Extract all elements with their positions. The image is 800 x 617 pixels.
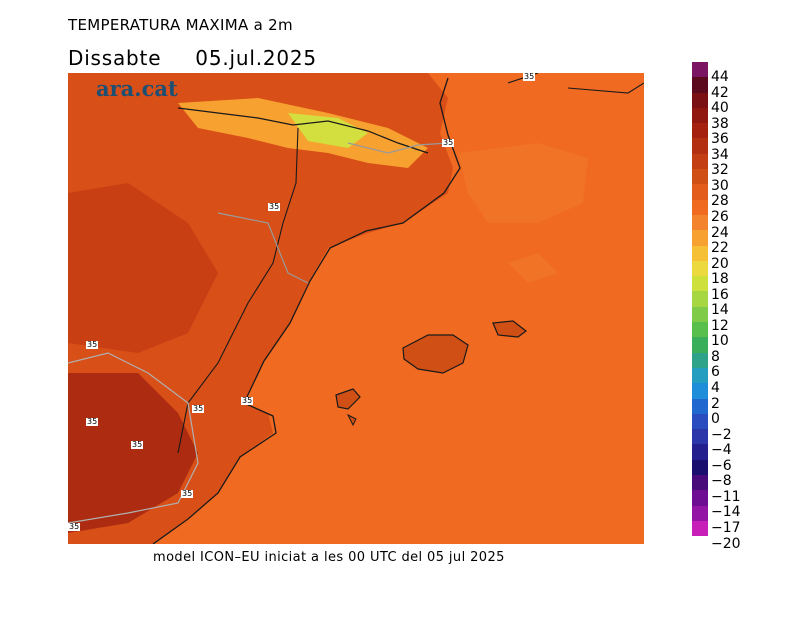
colorbar-label: 44	[711, 69, 729, 85]
colorbar-label: 4	[711, 380, 720, 396]
temperature-colorbar	[692, 62, 708, 537]
isotherm-line	[217, 212, 309, 284]
colorbar-label: 28	[711, 193, 729, 210]
colorbar-label: 20	[711, 255, 729, 272]
colorbar-swatch	[692, 184, 708, 200]
isotherm-label: 35	[241, 396, 254, 405]
isotherm-label: 35	[131, 440, 144, 449]
colorbar-swatch	[692, 429, 708, 445]
region-border	[177, 127, 299, 454]
forecast-date-value: 05.jul.2025	[195, 46, 317, 70]
sea-shade	[458, 143, 588, 223]
isotherm-label: 35	[442, 138, 455, 147]
forecast-date: Dissabte 05.jul.2025	[68, 46, 317, 70]
colorbar-swatch	[692, 352, 708, 368]
colorbar-label: −17	[711, 519, 741, 536]
colorbar-label: 12	[711, 317, 729, 334]
colorbar-swatch	[692, 459, 708, 476]
colorbar-swatch	[692, 291, 708, 307]
isotherm-label: 35	[268, 202, 281, 211]
island-formentera	[346, 413, 357, 427]
colorbar-label: −4	[711, 442, 732, 459]
colorbar-swatch	[692, 367, 708, 384]
island-menorca	[492, 320, 527, 338]
colorbar-swatch	[692, 398, 708, 414]
cool-peaks-pyrenees	[288, 113, 368, 148]
colorbar-swatch	[692, 505, 708, 521]
colorbar-label: 8	[711, 348, 720, 365]
isotherm-line	[68, 352, 199, 524]
colorbar-label: 2	[711, 395, 720, 412]
colorbar-label: 16	[711, 286, 729, 303]
colorbar-swatch	[692, 214, 708, 231]
colorbar-label: −14	[711, 504, 741, 521]
island-ibiza	[335, 388, 361, 410]
colorbar-swatch	[692, 413, 708, 430]
isotherm-label: 35	[86, 417, 99, 426]
isotherm-label: 35	[523, 73, 536, 81]
island-mallorca	[402, 334, 469, 374]
colorbar-label: −6	[711, 457, 732, 474]
isotherm-label: 35	[86, 340, 99, 349]
colorbar-swatch	[692, 383, 708, 399]
colorbar-swatch	[692, 138, 708, 154]
colorbar-label: 34	[711, 146, 729, 163]
colorbar-swatch	[692, 475, 708, 491]
colorbar-swatch	[692, 199, 708, 215]
colorbar-swatch	[692, 77, 708, 93]
forecast-day: Dissabte	[68, 46, 162, 70]
colorbar-label: 42	[711, 84, 729, 101]
colorbar-label: 24	[711, 224, 729, 241]
coastline	[152, 77, 461, 544]
colorbar-label: 30	[711, 177, 729, 194]
colorbar-swatch	[692, 276, 708, 292]
colorbar-swatch	[692, 520, 708, 537]
colorbar-label: −8	[711, 473, 732, 490]
colorbar-swatch	[692, 107, 708, 124]
colorbar-swatch	[692, 322, 708, 338]
colorbar-swatch	[692, 153, 708, 170]
colorbar-swatch	[692, 337, 708, 353]
colorbar-label: 36	[711, 131, 729, 148]
colorbar-label: 32	[711, 162, 729, 179]
isotherm-label: 35	[181, 489, 194, 498]
colorbar-label: −2	[711, 426, 732, 443]
colorbar-swatch	[692, 245, 708, 261]
map-canvas	[68, 73, 644, 544]
map-title: TEMPERATURA MAXIMA a 2m	[68, 16, 293, 34]
colorbar-swatch	[692, 490, 708, 506]
colorbar-swatch	[692, 444, 708, 460]
hot-zone-south	[68, 373, 198, 533]
isotherm-label: 35	[192, 404, 205, 413]
colorbar-swatch	[692, 230, 708, 246]
colorbar-swatch	[692, 92, 708, 108]
temperature-map: ara.cat 35 35 35 35 35 35 35 35 35 35	[68, 73, 644, 544]
colorbar-label: −11	[711, 488, 741, 505]
colorbar-label: −20	[711, 535, 741, 552]
sea-shade	[508, 253, 558, 283]
colorbar-label: 18	[711, 271, 729, 288]
colorbar-swatch	[692, 306, 708, 323]
hot-zone-interior	[68, 183, 218, 353]
colorbar-label: 26	[711, 208, 729, 225]
colorbar-swatch	[692, 169, 708, 185]
colorbar-label: 22	[711, 240, 729, 257]
colorbar-swatch	[692, 62, 708, 78]
colorbar-swatch	[692, 123, 708, 139]
ara-cat-logo: ara.cat	[96, 76, 178, 101]
border-france-spain	[177, 107, 429, 154]
model-info-footer: model ICON–EU iniciat a les 00 UTC del 0…	[153, 550, 505, 565]
isotherm-line	[347, 142, 449, 154]
isotherm-label: 35	[68, 522, 81, 531]
colorbar-label: 14	[711, 302, 729, 319]
colorbar-label: 0	[711, 411, 720, 428]
colorbar-label: 38	[711, 115, 729, 132]
colorbar-label: 40	[711, 100, 729, 117]
colorbar-label: 6	[711, 364, 720, 381]
colorbar-label: 10	[711, 333, 729, 350]
colorbar-swatch	[692, 260, 708, 277]
